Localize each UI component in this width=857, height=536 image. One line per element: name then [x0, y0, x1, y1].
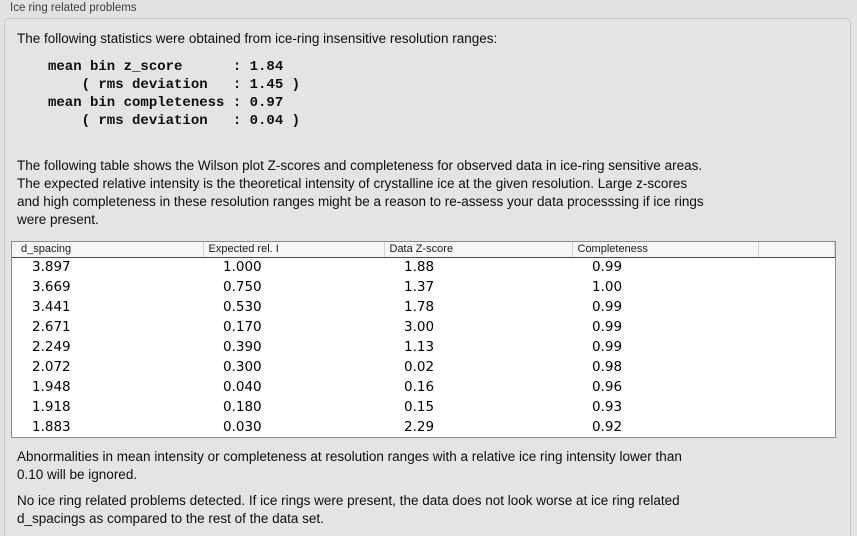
- cell-d-spacing: 1.948: [32, 379, 71, 395]
- cell-data-z-score: 0.16: [404, 379, 435, 395]
- cell-expected-rel-i: 0.030: [223, 419, 262, 435]
- col-header-completeness[interactable]: Completeness: [572, 242, 759, 258]
- table-row[interactable]: 1.883 0.030 2.29 0.92: [12, 417, 835, 437]
- conclusion-text: No ice ring related problems detected. I…: [17, 493, 680, 526]
- cell-expected-rel-i: 0.300: [223, 359, 262, 375]
- cell-empty: [758, 377, 835, 397]
- cell-completeness: 0.93: [592, 399, 623, 415]
- table-row[interactable]: 3.441 0.530 1.78 0.99: [12, 297, 835, 317]
- cell-empty: [758, 317, 835, 337]
- cell-completeness: 0.99: [592, 299, 623, 315]
- table-header-row: d_spacing Expected rel. I Data Z-score C…: [12, 242, 835, 258]
- cell-empty: [758, 337, 835, 357]
- cell-data-z-score: 1.37: [404, 279, 435, 295]
- ice-ring-table[interactable]: d_spacing Expected rel. I Data Z-score C…: [11, 241, 836, 438]
- table-row[interactable]: 2.671 0.170 3.00 0.99: [12, 317, 835, 337]
- cell-data-z-score: 1.13: [404, 339, 435, 355]
- cell-d-spacing: 3.897: [32, 259, 71, 276]
- cell-completeness: 0.99: [592, 339, 623, 355]
- cell-expected-rel-i: 0.530: [223, 299, 262, 315]
- cell-expected-rel-i: 0.390: [223, 339, 262, 355]
- cell-d-spacing: 1.883: [32, 419, 71, 435]
- intro-text: The following statistics were obtained f…: [17, 31, 498, 46]
- cell-empty: [758, 397, 835, 417]
- table-row[interactable]: 1.948 0.040 0.16 0.96: [12, 377, 835, 397]
- cell-completeness: 0.99: [592, 319, 623, 335]
- cell-expected-rel-i: 0.750: [223, 279, 262, 295]
- panel-title: Ice ring related problems: [10, 2, 137, 14]
- col-header-empty: [758, 242, 835, 258]
- table-row[interactable]: 3.897 1.000 1.88 0.99: [12, 257, 835, 277]
- cell-data-z-score: 2.29: [404, 419, 435, 435]
- cell-completeness: 0.92: [592, 419, 623, 435]
- cell-d-spacing: 3.441: [32, 299, 71, 315]
- stats-block: mean bin z_score : 1.84 ( rms deviation …: [48, 59, 301, 129]
- cell-expected-rel-i: 0.040: [223, 379, 262, 395]
- cell-expected-rel-i: 0.170: [223, 319, 262, 335]
- cell-completeness: 1.00: [592, 279, 623, 295]
- table-row[interactable]: 2.249 0.390 1.13 0.99: [12, 337, 835, 357]
- cell-d-spacing: 1.918: [32, 399, 71, 415]
- abnormalities-note: Abnormalities in mean intensity or compl…: [17, 449, 682, 482]
- col-header-expected-rel-i[interactable]: Expected rel. I: [203, 242, 385, 258]
- cell-completeness: 0.98: [592, 359, 623, 375]
- cell-data-z-score: 3.00: [404, 319, 435, 335]
- col-header-data-z-score[interactable]: Data Z-score: [384, 242, 573, 258]
- cell-expected-rel-i: 1.000: [223, 259, 262, 276]
- table-description: The following table shows the Wilson plo…: [17, 158, 704, 227]
- table-row[interactable]: 3.669 0.750 1.37 1.00: [12, 277, 835, 297]
- cell-d-spacing: 3.669: [32, 279, 71, 295]
- cell-empty: [758, 257, 835, 277]
- cell-data-z-score: 0.02: [404, 359, 435, 375]
- cell-expected-rel-i: 0.180: [223, 399, 262, 415]
- cell-empty: [758, 297, 835, 317]
- cell-data-z-score: 0.15: [404, 399, 435, 415]
- cell-data-z-score: 1.88: [404, 259, 435, 276]
- cell-d-spacing: 2.072: [32, 359, 71, 375]
- cell-empty: [758, 277, 835, 297]
- cell-empty: [758, 357, 835, 377]
- wilson-zscore-table: d_spacing Expected rel. I Data Z-score C…: [12, 242, 835, 437]
- ice-ring-groupbox: The following statistics were obtained f…: [4, 18, 851, 536]
- cell-data-z-score: 1.78: [404, 299, 435, 315]
- cell-empty: [758, 417, 835, 437]
- table-row[interactable]: 2.072 0.300 0.02 0.98: [12, 357, 835, 377]
- table-row[interactable]: 1.918 0.180 0.15 0.93: [12, 397, 835, 417]
- cell-completeness: 0.99: [592, 259, 623, 276]
- cell-d-spacing: 2.671: [32, 319, 71, 335]
- cell-d-spacing: 2.249: [32, 339, 71, 355]
- col-header-d-spacing[interactable]: d_spacing: [12, 242, 204, 258]
- cell-completeness: 0.96: [592, 379, 623, 395]
